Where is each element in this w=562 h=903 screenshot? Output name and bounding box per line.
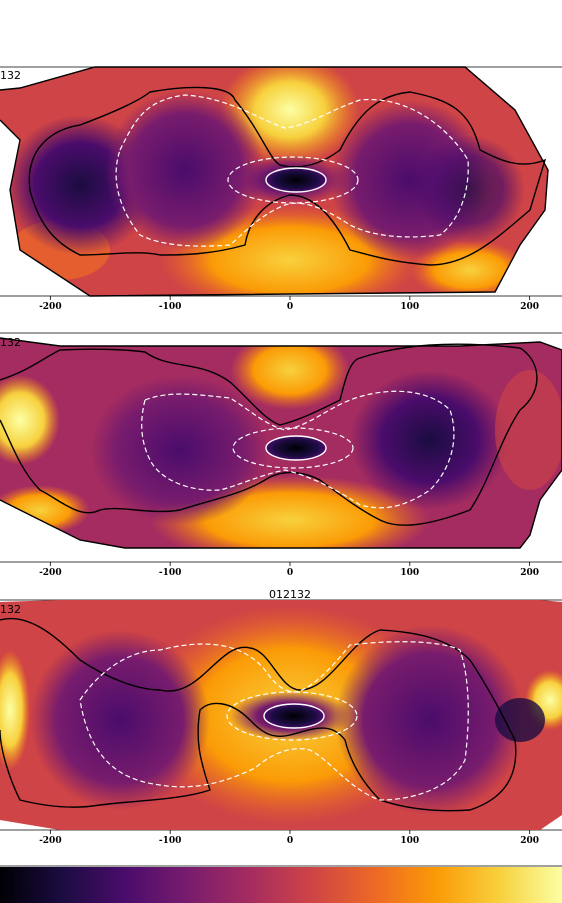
panel-1-heatmap [0, 67, 548, 296]
x-tick-label: -100 [159, 568, 182, 578]
x-tick-label: 0 [287, 568, 293, 578]
panel-2-domain-outline [0, 337, 562, 549]
x-tick-label: 100 [400, 302, 419, 312]
x-tick-label: 200 [520, 568, 539, 578]
x-tick-label: -100 [159, 302, 182, 312]
panel-3-heatmap [0, 600, 562, 830]
x-tick-label: 200 [520, 836, 539, 846]
panel-1-center-ring [265, 167, 327, 193]
x-tick-label: 0 [287, 836, 293, 846]
panel-2-heatmap [0, 338, 562, 548]
panel-2-center-ring [265, 435, 327, 461]
panel-3-x-ticks: -200 -100 0 100 200 [39, 830, 539, 846]
x-tick-label: -200 [39, 836, 62, 846]
panel-3: 012132 132 -200 -100 0 100 200 [0, 588, 562, 846]
panel-3-dashed-contour-outer [79, 641, 469, 801]
x-tick-label: 100 [400, 836, 419, 846]
panel-3-solid-contour [0, 617, 517, 812]
panel-3-center-ring [263, 703, 325, 729]
x-tick-label: -200 [39, 568, 62, 578]
panel-2-dashed-contour-outer [141, 390, 455, 509]
panel-3-dashed-contour-inner [226, 691, 358, 741]
x-tick-label: -100 [159, 836, 182, 846]
panel-2-dashed-contour-inner [232, 427, 354, 469]
panel-1-solid-contour [28, 86, 547, 266]
panel-1: 132 -200 -100 0 100 200 [0, 66, 562, 312]
panel-3-label: 132 [0, 603, 21, 616]
panel-1-domain-outline [0, 66, 549, 297]
panel-1-dashed-contour-inner [227, 156, 359, 204]
panel-3-top-label: 012132 [269, 588, 311, 601]
x-tick-label: -200 [39, 302, 62, 312]
x-tick-label: 100 [400, 568, 419, 578]
panel-2-x-ticks: -200 -100 0 100 200 [39, 562, 539, 578]
colorbar-gradient [0, 867, 562, 903]
panel-2-solid-contour [0, 343, 538, 526]
x-tick-label: 0 [287, 302, 293, 312]
panel-1-x-ticks: -200 -100 0 100 200 [39, 296, 539, 312]
panel-2-label: 132 [0, 336, 21, 349]
panel-1-label: 132 [0, 69, 21, 82]
panel-2: 132 -200 -100 0 100 200 [0, 332, 562, 578]
colorbar [0, 865, 562, 903]
x-tick-label: 200 [520, 302, 539, 312]
